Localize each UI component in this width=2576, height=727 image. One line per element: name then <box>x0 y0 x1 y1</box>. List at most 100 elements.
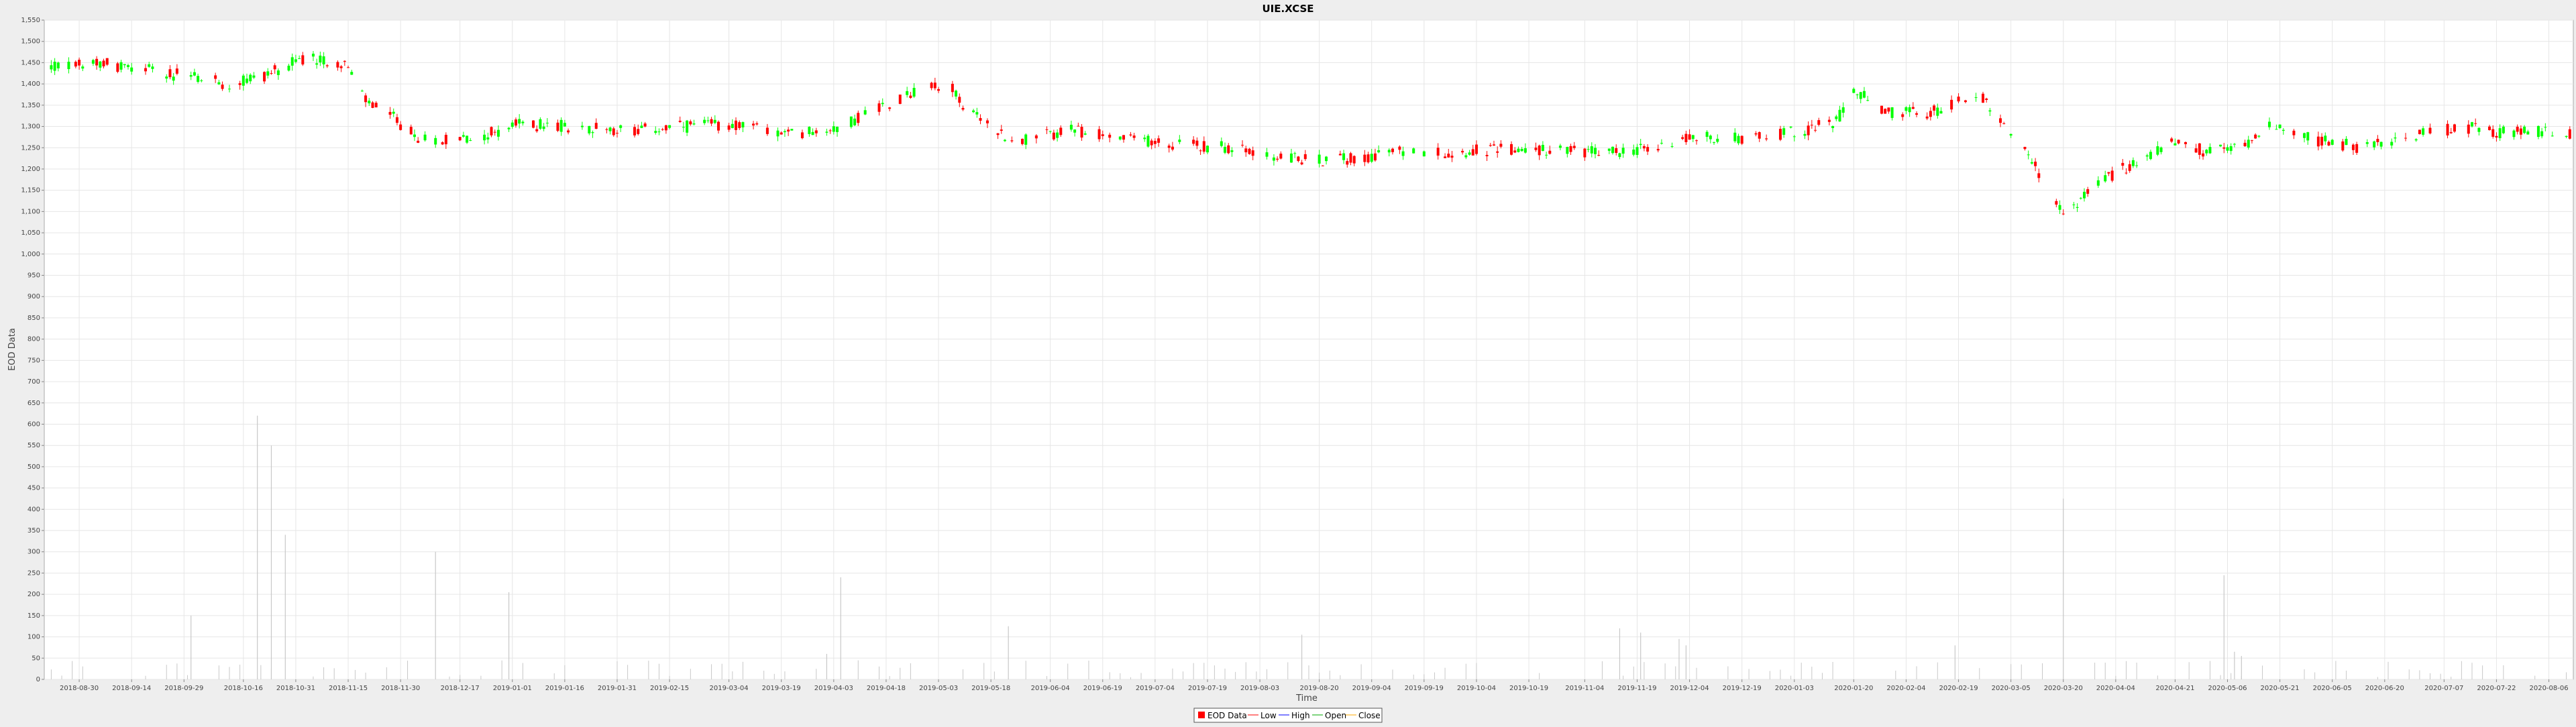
x-tick-label: 2019-04-18 <box>867 685 906 692</box>
candle-down <box>1244 148 1248 153</box>
x-tick-label: 2019-03-04 <box>710 685 749 692</box>
candle-up <box>241 75 245 86</box>
candle-down <box>828 130 832 131</box>
candle-down <box>1496 151 1499 153</box>
grid-lines <box>44 19 2573 680</box>
candle-down <box>2250 140 2253 142</box>
x-tick-label: 2019-03-19 <box>762 685 801 692</box>
candle-up <box>1660 143 1663 144</box>
candle-up <box>2498 128 2502 139</box>
candle-down <box>1513 150 1517 153</box>
candle-up <box>1422 151 1426 157</box>
candle-down <box>399 124 402 130</box>
candle-up <box>1988 110 1992 112</box>
candle-down <box>1765 138 1768 139</box>
candle-up <box>311 54 315 57</box>
candle-up <box>521 121 525 123</box>
candle-down <box>1199 150 1202 152</box>
candle-up <box>1520 148 1523 152</box>
candle-up <box>2551 135 2554 137</box>
candle-down <box>1167 146 1171 148</box>
y-axis: 0 50 100 150 200 250 300 350 400 450 500 550 600 650 7… <box>21 17 44 683</box>
candle-down <box>1346 161 1349 165</box>
candle-up <box>1265 152 1269 157</box>
candle-down <box>1950 99 1953 110</box>
candle-down <box>441 142 444 145</box>
candle-down <box>1391 148 1394 152</box>
candle-down <box>1059 127 1063 135</box>
candle-down <box>1646 147 1650 152</box>
candle-down <box>95 58 99 66</box>
candle-down <box>1901 114 1904 117</box>
x-tick-label: 2019-09-04 <box>1352 685 1391 692</box>
candle-down <box>2184 142 2188 144</box>
x-tick-label: 2019-12-19 <box>1723 685 1762 692</box>
y-tick-label: 1,200 <box>21 166 40 173</box>
candle-up <box>1841 107 1845 113</box>
candle-up <box>1859 92 1862 99</box>
x-tick-label: 2019-06-04 <box>1031 685 1070 692</box>
candle-down <box>1485 154 1489 156</box>
candle-down <box>1227 145 1230 154</box>
candle-up <box>2345 138 2348 146</box>
candle-down <box>661 129 664 130</box>
x-tick-label: 2018-12-17 <box>441 685 480 692</box>
candle-up <box>539 119 542 129</box>
y-axis-label: EOD Data <box>7 328 17 371</box>
candle-down <box>689 121 692 125</box>
candle-down <box>2474 123 2477 124</box>
y-tick-label: 950 <box>28 272 40 280</box>
candle-up <box>731 123 734 128</box>
y-tick-label: 800 <box>28 336 40 343</box>
candle-down <box>2351 144 2355 150</box>
legend-label-open: Open <box>1325 711 1346 720</box>
candle-down <box>1778 129 1782 140</box>
candle-up <box>1936 107 1939 116</box>
candle-up <box>1716 138 1719 142</box>
candle-down <box>2495 135 2498 138</box>
y-tick-label: 200 <box>28 591 40 598</box>
candle-down <box>664 125 667 131</box>
candle-down <box>1349 153 1352 163</box>
candle-down <box>643 123 647 127</box>
candle-up <box>507 127 511 129</box>
candle-down <box>1572 146 1576 148</box>
candle-up <box>119 62 123 70</box>
y-tick-label: 600 <box>28 421 40 428</box>
x-tick-label: 2018-11-30 <box>381 685 420 692</box>
candle-up <box>434 137 437 145</box>
candle-down <box>1248 148 1251 154</box>
candle-down <box>444 135 447 145</box>
candle-down <box>2107 172 2110 174</box>
x-axis: 2018-08-30 2018-09-14 2018-09-29 2018-10-16… <box>60 679 2569 692</box>
candle-up <box>1904 107 1908 111</box>
candle-up <box>252 75 256 78</box>
candle-up <box>217 82 221 85</box>
candle-up <box>56 62 60 68</box>
candle-down <box>930 82 933 89</box>
candle-down <box>2491 129 2495 137</box>
candle-down <box>490 127 493 135</box>
plot-area <box>44 19 2574 680</box>
candle-down <box>221 85 224 89</box>
candle-up <box>2324 135 2327 142</box>
candle-up <box>703 119 706 123</box>
candle-down <box>2488 126 2491 130</box>
candle-up <box>975 112 979 115</box>
candle-up <box>2512 130 2516 137</box>
candle-down <box>1132 135 1136 138</box>
candle-down <box>514 119 517 126</box>
candle-up <box>99 61 102 68</box>
candle-up <box>1635 147 1639 155</box>
candle-down <box>273 65 276 70</box>
candle-down <box>1925 116 1929 119</box>
candle-up <box>1205 146 1209 153</box>
candle-down <box>1985 98 1988 100</box>
candle-down <box>1338 154 1342 156</box>
y-tick-label: 1,300 <box>21 123 40 131</box>
candle-down <box>364 95 368 103</box>
candle-down <box>1471 149 1474 156</box>
candle-down <box>1202 141 1205 152</box>
candle-down <box>343 60 346 62</box>
x-tick-label: 2018-09-14 <box>112 685 151 692</box>
